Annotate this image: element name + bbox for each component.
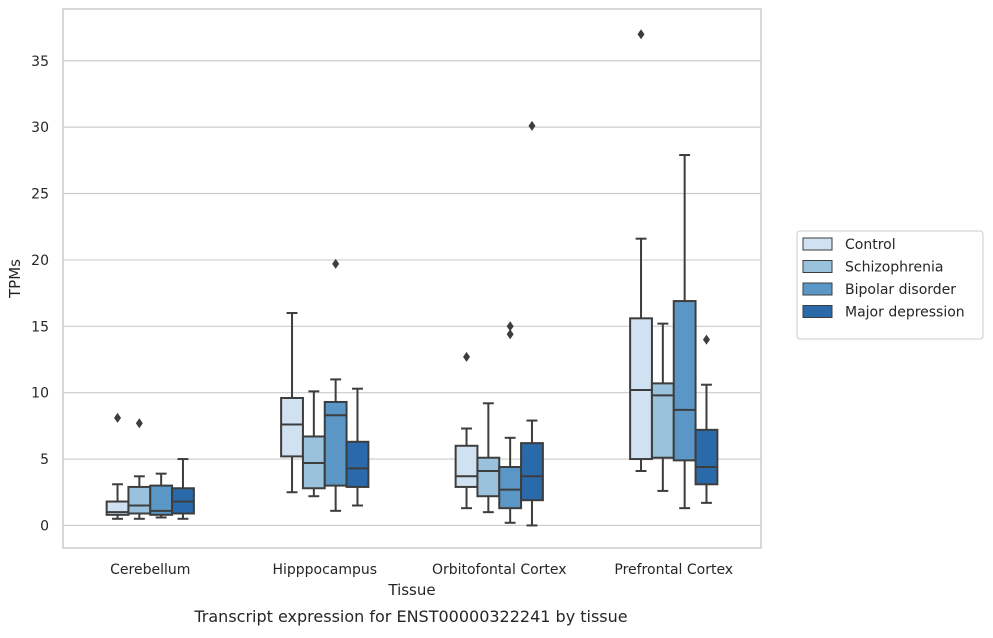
legend-label: Major depression: [845, 305, 965, 321]
y-tick-label: 30: [31, 120, 49, 136]
y-tick-label: 25: [31, 187, 49, 203]
x-tick-labels: Cerebellum Hipppocampus Orbitofontal Corte…: [110, 562, 733, 578]
y-axis-label: TPMs: [6, 259, 24, 299]
y-tick-labels: 0 5 10 15 20 25 30 35: [31, 54, 49, 535]
box: [476, 456, 501, 498]
box: [694, 428, 719, 486]
x-axis-label: Tissue: [387, 581, 435, 599]
box-group: [629, 29, 653, 472]
box-group: [454, 351, 479, 510]
box-group: [280, 312, 304, 494]
outlier-point: [702, 334, 710, 345]
box-group: [650, 322, 675, 492]
outlier-point: [332, 258, 340, 269]
outlier-point: [463, 351, 471, 362]
boxes: [105, 29, 719, 527]
box-group: [323, 258, 348, 512]
box-group: [520, 120, 544, 527]
box: [629, 317, 653, 461]
legend-label: Schizophrenia: [845, 260, 943, 276]
legend-label: Bipolar disorder: [845, 282, 956, 298]
box: [520, 442, 544, 502]
legend-frame: [796, 230, 984, 340]
outlier-point: [528, 120, 536, 131]
box-group: [171, 458, 195, 520]
y-tick-label: 10: [31, 386, 49, 402]
outlier-point: [506, 329, 514, 340]
legend-swatch: [802, 260, 833, 273]
legend-swatch: [802, 237, 833, 251]
box: [672, 300, 697, 462]
box-group: [672, 154, 697, 510]
y-tick-label: 20: [31, 253, 49, 269]
outlier-point: [114, 412, 122, 423]
outlier-point: [637, 29, 645, 40]
x-tick-label: Orbitofontal Cortex: [432, 562, 567, 578]
box-group: [498, 321, 523, 524]
y-tick-label: 5: [40, 452, 49, 468]
legend: Control Schizophrenia Bipolar disorder Majo…: [796, 230, 984, 340]
box-group: [301, 390, 326, 498]
legend-swatch: [802, 282, 833, 296]
outlier-point: [506, 321, 514, 332]
legend-swatch: [802, 305, 833, 318]
y-tick-label: 35: [31, 54, 49, 70]
box: [345, 440, 370, 488]
box: [127, 485, 152, 515]
box: [454, 444, 479, 488]
box-group: [149, 472, 174, 519]
x-tick-label: Cerebellum: [110, 562, 190, 578]
box-group: [694, 334, 719, 504]
outlier-point: [135, 418, 143, 429]
x-tick-label: Hipppocampus: [272, 562, 377, 578]
plot-frame: [62, 8, 762, 549]
box-group: [476, 402, 501, 514]
box: [498, 466, 523, 510]
y-tick-label: 0: [40, 518, 49, 534]
y-tick-label: 15: [31, 319, 49, 335]
box-group: [105, 412, 130, 520]
box-group: [345, 387, 370, 507]
box: [280, 396, 304, 458]
x-tick-label: Prefrontal Cortex: [614, 562, 733, 578]
box-group: [127, 418, 152, 520]
chart-caption: Transcript expression for ENST0000032224…: [193, 607, 627, 626]
legend-label: Control: [845, 237, 896, 253]
